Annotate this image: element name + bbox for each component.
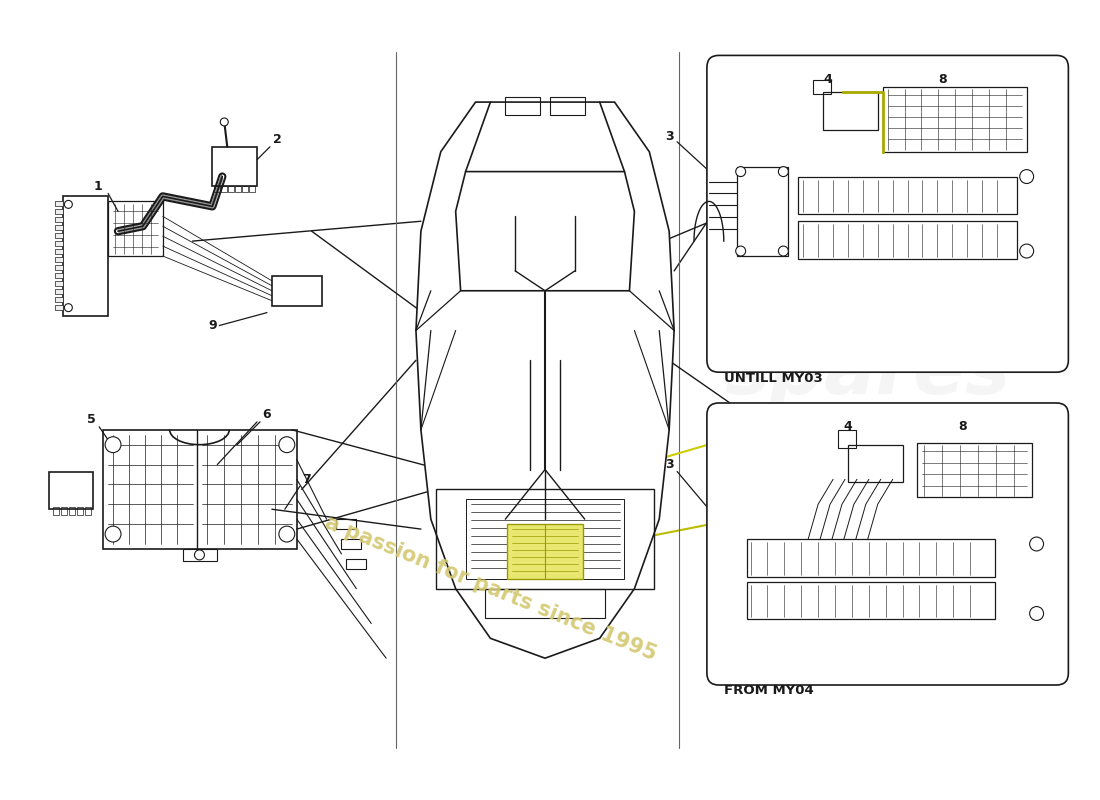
Bar [55,281,64,286]
Bar [848,445,902,482]
Circle shape [195,550,205,560]
Bar [505,97,540,115]
FancyBboxPatch shape [707,403,1068,685]
Bar [485,589,605,618]
Text: 4: 4 [844,420,852,434]
Bar [55,249,64,254]
Bar [55,210,64,214]
Text: 3: 3 [664,458,673,471]
Bar [183,549,218,561]
Bar [55,265,64,270]
Bar [346,559,366,569]
Bar [747,539,994,577]
Circle shape [65,200,73,208]
Circle shape [65,304,73,312]
Text: 6: 6 [263,408,272,422]
Bar [242,186,249,193]
Bar [64,197,108,315]
Circle shape [779,166,789,177]
Bar [507,524,583,578]
Bar [103,430,297,549]
Bar [55,218,64,222]
Bar [221,186,228,193]
Circle shape [1030,537,1044,551]
Bar [55,289,64,294]
Text: 4: 4 [824,73,833,86]
Bar [272,276,321,306]
Bar [337,519,356,529]
Bar [55,233,64,238]
Bar [813,80,830,94]
Text: 5: 5 [87,414,96,426]
Bar [77,507,84,515]
Circle shape [779,246,789,256]
Bar [54,507,59,515]
Text: euro
spares: euro spares [725,250,1011,410]
Text: 1: 1 [94,180,102,193]
Bar [917,442,1032,498]
Text: 2: 2 [273,134,282,146]
Bar [48,471,94,510]
Bar [550,97,585,115]
Bar [55,202,64,206]
Circle shape [736,246,746,256]
Text: 7: 7 [302,473,311,486]
Bar [212,146,257,186]
Bar [55,273,64,278]
Text: FROM MY04: FROM MY04 [724,685,814,698]
Bar [747,582,994,619]
Text: 9: 9 [208,319,217,332]
Bar [235,186,241,193]
Circle shape [220,118,229,126]
Polygon shape [416,102,674,658]
Bar [62,507,67,515]
Text: a passion for parts since 1995: a passion for parts since 1995 [321,513,659,665]
FancyBboxPatch shape [707,55,1068,372]
Circle shape [1020,244,1034,258]
Text: 8: 8 [938,73,947,86]
Circle shape [279,437,295,453]
Bar [55,297,64,302]
Bar [799,222,1016,259]
Text: UNTILL MY03: UNTILL MY03 [724,372,823,385]
Bar [341,539,361,549]
Bar [55,305,64,310]
Polygon shape [455,171,635,290]
Circle shape [106,437,121,453]
Circle shape [1020,170,1034,183]
Bar [214,186,220,193]
Bar [799,177,1016,214]
Circle shape [736,166,746,177]
Bar [86,507,91,515]
Bar [737,166,789,256]
Bar [838,430,856,448]
Bar [69,507,75,515]
Bar [249,186,255,193]
Bar [882,87,1026,152]
Bar [108,202,163,256]
Bar [229,186,234,193]
Text: 3: 3 [664,130,673,143]
Circle shape [1030,606,1044,621]
Circle shape [106,526,121,542]
Bar [55,226,64,230]
Circle shape [279,526,295,542]
Text: 8: 8 [958,420,967,434]
Bar [465,499,625,578]
Bar [436,490,654,589]
Bar [55,257,64,262]
Bar [55,241,64,246]
Bar [823,92,878,130]
